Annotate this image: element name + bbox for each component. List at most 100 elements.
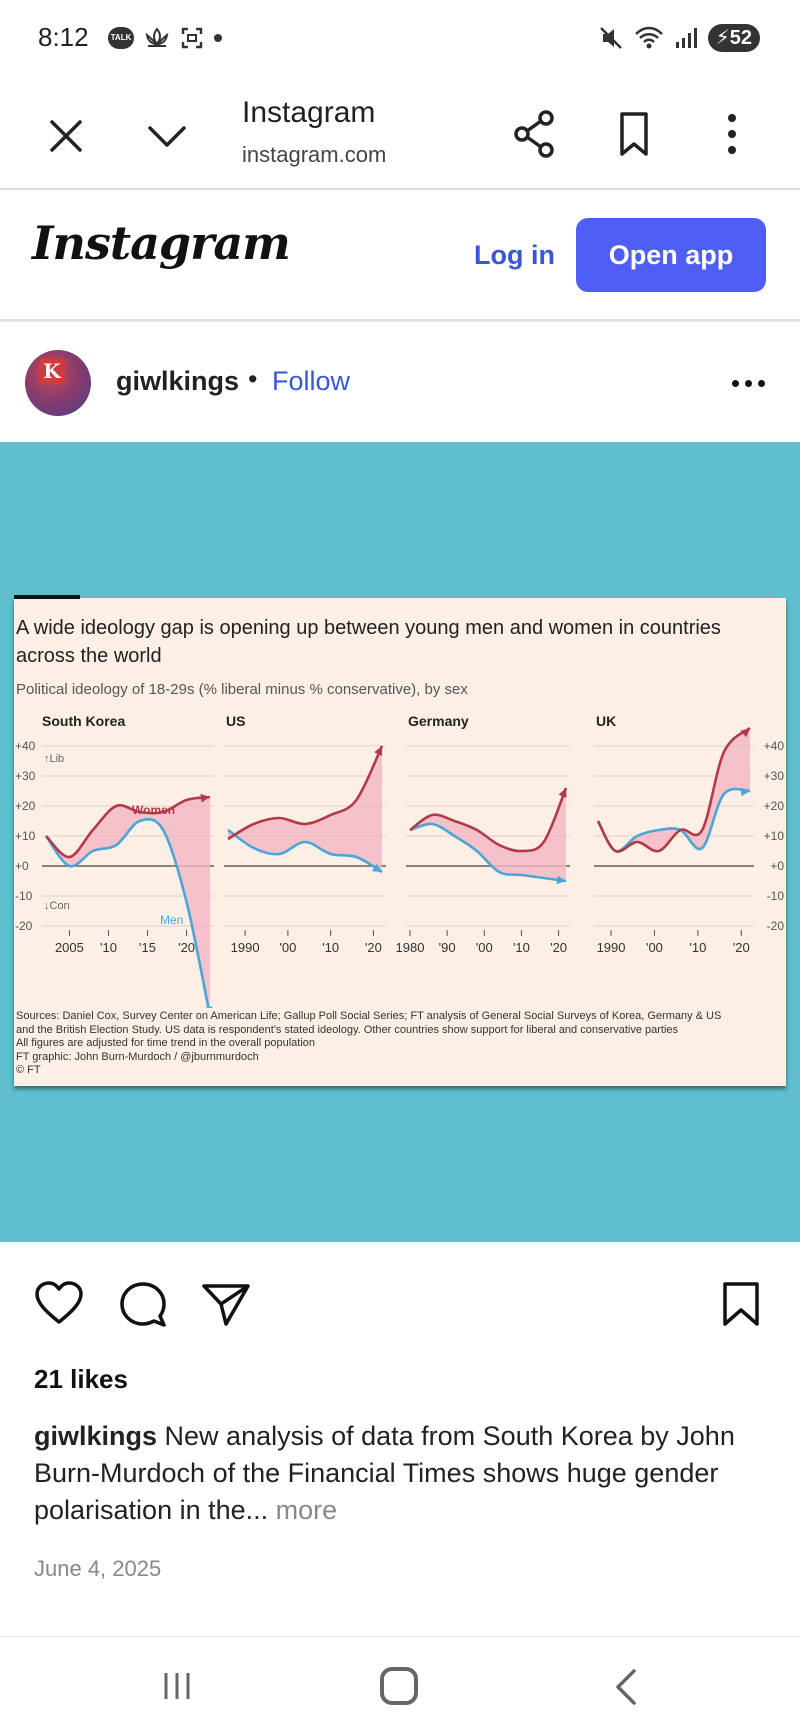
x-tick-label: '20	[365, 940, 382, 955]
home-button[interactable]	[380, 1667, 418, 1705]
post-actions	[0, 1270, 800, 1340]
y-tick-label-right: +20	[764, 799, 785, 813]
status-icons-right: ⚡52	[598, 24, 760, 52]
caption-more-link[interactable]: more	[268, 1495, 338, 1525]
talk-notification-icon: TALK	[108, 27, 134, 49]
y-tick-label: -20	[15, 919, 33, 933]
men-label: Men	[160, 913, 183, 927]
charging-icon: ⚡	[715, 27, 730, 49]
avatar[interactable]: K	[25, 350, 91, 416]
recents-icon[interactable]	[160, 1669, 194, 1703]
men-arrow	[204, 1006, 213, 1008]
men-arrow	[556, 875, 566, 885]
more-vert-icon[interactable]	[720, 110, 744, 158]
chart-note: Sources: Daniel Cox, Survey Center on Am…	[16, 1010, 722, 1022]
signal-icon	[675, 28, 697, 48]
x-tick-label: '90	[439, 940, 456, 955]
women-arrow	[374, 746, 383, 756]
x-tick-label: 2005	[55, 940, 84, 955]
page-url[interactable]: instagram.com	[242, 142, 387, 167]
back-icon[interactable]	[610, 1667, 640, 1707]
chart-note: All figures are adjusted for time trend …	[16, 1037, 316, 1049]
men-arrow	[740, 787, 750, 797]
y-tick-label-right: +0	[770, 859, 784, 873]
browser-toolbar: Instagram instagram.com	[0, 80, 800, 190]
instagram-header: Instagram Log in Open app	[0, 192, 800, 322]
close-tab-button[interactable]	[46, 116, 86, 156]
panel-title: Germany	[408, 713, 469, 729]
con-label: ↓Con	[44, 900, 70, 912]
caption-username[interactable]: giwlkings	[34, 1421, 158, 1451]
y-tick-label: -10	[15, 889, 33, 903]
lib-label: ↑Lib	[44, 753, 64, 765]
save-icon[interactable]	[720, 1280, 762, 1328]
post-options-icon[interactable]	[732, 380, 765, 387]
men-arrow	[372, 863, 382, 872]
follow-button[interactable]: Follow	[272, 366, 351, 396]
post-header: K giwlkings • Follow	[0, 330, 800, 440]
x-tick-label: '10	[100, 940, 117, 955]
login-link[interactable]: Log in	[474, 240, 555, 270]
chevron-down-icon[interactable]	[146, 118, 188, 154]
men-line	[44, 817, 210, 1008]
post-image[interactable]: A wide ideology gap is opening up betwee…	[0, 442, 800, 1242]
system-nav-bar	[0, 1636, 800, 1734]
y-tick-label: +0	[15, 859, 29, 873]
caption-text: New analysis of data from South Korea by…	[34, 1421, 735, 1525]
instagram-logo[interactable]: Instagram	[32, 216, 291, 270]
gap-fill	[46, 797, 210, 1008]
bookmark-icon[interactable]	[614, 110, 654, 158]
x-tick-label: '10	[689, 940, 706, 955]
ideology-chart: +40 +40 +30 +30 +20 +20 +10 +10 +0 +0 -10 -10 -20 -20…	[15, 713, 785, 1008]
panel-title: US	[226, 713, 245, 729]
like-count[interactable]: 21 likes	[34, 1364, 128, 1394]
open-app-button[interactable]: Open app	[576, 218, 766, 292]
chart-note: © FT	[16, 1064, 41, 1076]
x-tick-label: 1990	[231, 940, 260, 955]
gap-fill	[410, 788, 566, 881]
y-tick-label: +30	[15, 769, 36, 783]
battery-indicator: ⚡52	[707, 24, 760, 52]
y-tick-label-right: +40	[764, 739, 785, 753]
y-tick-label-right: +30	[764, 769, 785, 783]
share-icon[interactable]	[512, 108, 556, 160]
x-tick-label: '20	[550, 940, 567, 955]
women-arrow	[740, 728, 750, 738]
username-link[interactable]: giwlkings	[116, 366, 240, 396]
x-tick-label: '10	[322, 940, 339, 955]
x-tick-label: '00	[646, 940, 663, 955]
comment-icon[interactable]	[118, 1280, 168, 1328]
women-line	[227, 745, 384, 841]
avatar-letter: K	[39, 358, 65, 384]
women-line	[596, 726, 751, 853]
panel-title: South Korea	[42, 713, 125, 729]
chart-title: A wide ideology gap is opening up betwee…	[16, 617, 721, 667]
chart-subtitle: Political ideology of 18-29s (% liberal …	[16, 681, 468, 698]
x-tick-label: '00	[476, 940, 493, 955]
lotus-notification-icon	[145, 27, 169, 47]
chart-notes: Sources: Daniel Cox, Survey Center on Am…	[16, 1010, 782, 1078]
x-tick-label: '20	[733, 940, 750, 955]
men-line	[596, 787, 751, 853]
women-line	[45, 795, 211, 859]
heart-icon[interactable]	[34, 1280, 84, 1326]
status-icons-left: TALK	[108, 26, 222, 50]
y-tick-label-right: +10	[764, 829, 785, 843]
gap-fill	[228, 746, 382, 872]
women-arrow	[200, 793, 210, 803]
send-icon[interactable]	[200, 1280, 252, 1328]
women-label: Women	[132, 803, 175, 817]
men-line	[409, 822, 567, 883]
x-tick-label: '20	[178, 940, 195, 955]
y-tick-label-right: -20	[767, 919, 785, 933]
x-tick-label: '00	[279, 940, 296, 955]
y-tick-label: +20	[15, 799, 36, 813]
chart-note: and the British Election Study. US data …	[16, 1023, 679, 1036]
y-tick-label: +10	[15, 829, 36, 843]
screenshot-notification-icon	[181, 27, 203, 49]
x-tick-label: 1990	[597, 940, 626, 955]
chart-note: FT graphic: John Burn-Murdoch / @jburnmu…	[16, 1050, 259, 1063]
men-line	[227, 828, 383, 874]
separator-dot: •	[248, 364, 258, 394]
status-time: 8:12	[38, 22, 89, 52]
